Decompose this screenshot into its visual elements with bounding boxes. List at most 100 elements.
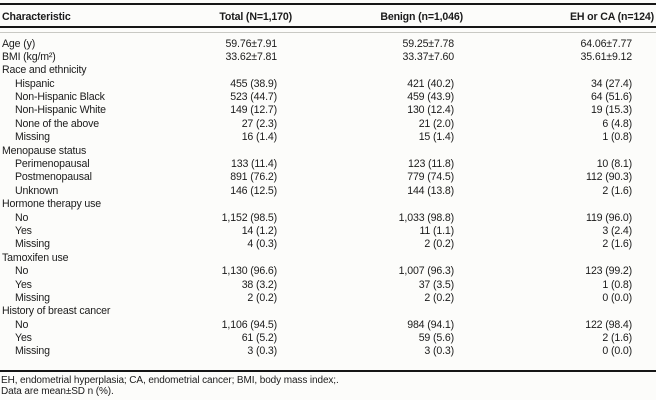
value-total: 133 (11.4)	[230, 158, 277, 171]
row-label: BMI (kg/m²)	[2, 50, 56, 63]
table-row: Hispanic 455 (38.9) 421 (40.2) 34 (27.4)	[0, 78, 656, 91]
value-benign	[300, 64, 480, 77]
table-row: Perimenopausal 133 (11.4) 123 (11.8) 10 (8.…	[0, 158, 656, 171]
table-section-row: History of breast cancer	[0, 305, 656, 318]
row-label: Missing	[15, 238, 50, 251]
table-section-row: Hormone therapy use	[0, 198, 656, 211]
table-section-row: Menopause status	[0, 145, 656, 158]
table-row: Yes 14 (1.2) 11 (1.1) 3 (2.4)	[0, 225, 656, 238]
footnote-data-format: Data are mean±SD n (%).	[1, 386, 114, 398]
row-label: Unknown	[15, 184, 59, 197]
row-label: Perimenopausal	[15, 158, 90, 171]
value-eh-ca: 6 (4.8)	[602, 117, 632, 130]
value-total: 27 (2.3)	[241, 117, 277, 130]
value-total	[170, 64, 300, 77]
row-label: Menopause status	[2, 144, 87, 157]
row-label: Tamoxifen use	[2, 251, 69, 264]
value-eh-ca: 0 (0.0)	[602, 345, 632, 358]
footnote-abbreviations: EH, endometrial hyperplasia; CA, endomet…	[1, 374, 339, 386]
table-row: No 1,106 (94.5) 984 (94.1) 122 (98.4)	[0, 319, 656, 332]
value-total: 59.76±7.91	[225, 37, 278, 50]
row-label: Hispanic	[15, 77, 55, 90]
value-total: 1,152 (98.5)	[221, 211, 277, 224]
row-label: None of the above	[15, 117, 100, 130]
value-total: 14 (1.2)	[241, 224, 277, 237]
row-label: Race and ethnicity	[2, 64, 87, 77]
value-benign: 59 (5.6)	[418, 332, 454, 345]
value-benign	[300, 145, 480, 158]
value-benign: 11 (1.1)	[419, 224, 454, 237]
value-eh-ca: 1 (0.8)	[602, 131, 632, 144]
value-eh-ca: 2 (1.6)	[602, 238, 632, 251]
value-benign: 2 (0.2)	[424, 238, 454, 251]
value-benign: 1,007 (96.3)	[398, 265, 454, 278]
value-eh-ca: 2 (1.6)	[602, 332, 632, 345]
table-row: Missing 16 (1.4) 15 (1.4) 1 (0.8)	[0, 131, 656, 144]
row-label: No	[15, 211, 29, 224]
table-row: None of the above 27 (2.3) 21 (2.0) 6 (4.8)	[0, 118, 656, 131]
table-row: Unknown 146 (12.5) 144 (13.8) 2 (1.6)	[0, 185, 656, 198]
header-rule	[0, 26, 656, 28]
value-eh-ca: 112 (90.3)	[585, 171, 632, 184]
row-label: Missing	[15, 291, 50, 304]
value-total: 1,106 (94.5)	[221, 318, 277, 331]
value-benign: 2 (0.2)	[424, 291, 454, 304]
table-row: Non-Hispanic Black 523 (44.7) 459 (43.9) 64…	[0, 91, 656, 104]
value-total	[170, 198, 300, 211]
value-eh-ca	[480, 64, 656, 77]
value-benign	[300, 252, 480, 265]
value-total: 1,130 (96.6)	[221, 265, 277, 278]
table-row: No 1,130 (96.6) 1,007 (96.3) 123 (99.2)	[0, 265, 656, 278]
value-benign: 15 (1.4)	[418, 131, 454, 144]
value-total	[170, 145, 300, 158]
value-eh-ca: 123 (99.2)	[585, 265, 632, 278]
row-label: Missing	[15, 345, 50, 358]
value-benign: 144 (13.8)	[407, 184, 454, 197]
value-benign: 1,033 (98.8)	[398, 211, 454, 224]
value-benign: 779 (74.5)	[407, 171, 454, 184]
value-total: 2 (0.2)	[247, 291, 277, 304]
value-total: 523 (44.7)	[230, 91, 277, 104]
value-total: 4 (0.3)	[247, 238, 277, 251]
table-row: Postmenopausal 891 (76.2) 779 (74.5) 112 (9…	[0, 171, 656, 184]
value-total: 146 (12.5)	[230, 184, 277, 197]
table-header-row: Characteristic Total (N=1,170) Benign (n…	[0, 10, 656, 25]
value-benign: 21 (2.0)	[418, 117, 454, 130]
value-eh-ca: 64.06±7.77	[580, 37, 633, 50]
row-label: History of breast cancer	[2, 305, 111, 318]
table-row: Age (y) 59.76±7.91 59.25±7.78 64.06±7.77	[0, 38, 656, 51]
row-label: Yes	[15, 278, 32, 291]
row-label: Non-Hispanic White	[15, 104, 106, 117]
table-body: Age (y) 59.76±7.91 59.25±7.78 64.06±7.77 BMI…	[0, 38, 656, 359]
value-benign	[300, 305, 480, 318]
value-eh-ca	[480, 198, 656, 211]
value-total: 16 (1.4)	[241, 131, 277, 144]
row-label: Hormone therapy use	[2, 198, 102, 211]
table-section-row: Race and ethnicity	[0, 64, 656, 77]
table-row: Missing 3 (0.3) 3 (0.3) 0 (0.0)	[0, 345, 656, 358]
table-row: Missing 4 (0.3) 2 (0.2) 2 (1.6)	[0, 238, 656, 251]
value-total: 33.62±7.81	[225, 50, 278, 63]
value-benign: 59.25±7.78	[402, 37, 455, 50]
header-benign: Benign (n=1,046)	[380, 11, 463, 23]
header-rule-thin	[0, 32, 656, 33]
table-row: Yes 61 (5.2) 59 (5.6) 2 (1.6)	[0, 332, 656, 345]
value-total: 455 (38.9)	[230, 77, 277, 90]
row-label: Yes	[15, 224, 32, 237]
row-label: Yes	[15, 332, 32, 345]
value-total	[170, 252, 300, 265]
table-bottom-rule	[0, 370, 656, 372]
header-characteristic: Characteristic	[2, 11, 71, 23]
value-total: 38 (3.2)	[241, 278, 277, 291]
value-eh-ca: 2 (1.6)	[602, 184, 632, 197]
value-benign	[300, 198, 480, 211]
row-label: Missing	[15, 131, 50, 144]
value-eh-ca: 0 (0.0)	[602, 291, 632, 304]
value-eh-ca	[480, 145, 656, 158]
value-benign: 123 (11.8)	[407, 158, 454, 171]
value-benign: 984 (94.1)	[407, 318, 454, 331]
value-benign: 37 (3.5)	[418, 278, 454, 291]
value-eh-ca: 35.61±9.12	[580, 50, 633, 63]
value-eh-ca	[480, 305, 656, 318]
